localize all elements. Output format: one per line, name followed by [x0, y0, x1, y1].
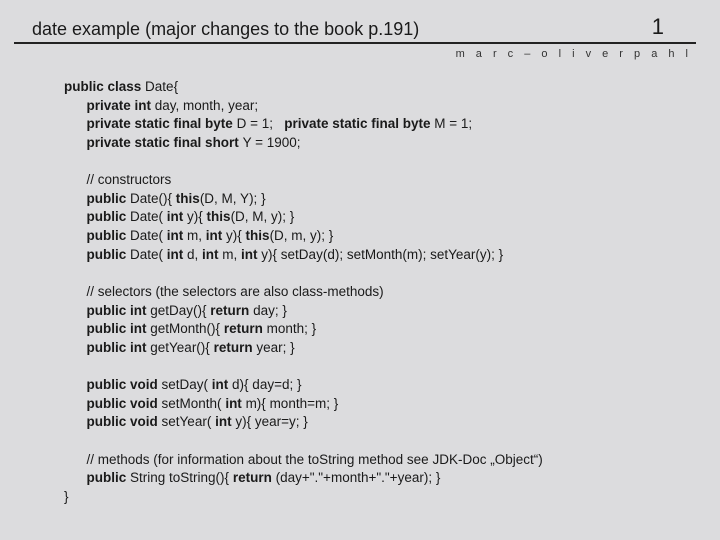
code-line: public Date(){ this(D, M, Y); } — [64, 190, 700, 209]
code-line: // selectors (the selectors are also cla… — [64, 283, 700, 302]
slide-title: date example (major changes to the book … — [32, 19, 419, 42]
code-block: public class Date{ private int day, mont… — [0, 60, 720, 506]
code-line — [64, 357, 700, 376]
slide-header: date example (major changes to the book … — [14, 0, 696, 44]
code-line — [64, 264, 700, 283]
code-line: } — [64, 488, 700, 507]
code-line: // methods (for information about the to… — [64, 451, 700, 470]
code-line: public void setYear( int y){ year=y; } — [64, 413, 700, 432]
author-name: m a r c – o l i v e r p a h l — [0, 44, 720, 60]
page-number: 1 — [652, 14, 668, 42]
code-line: public int getDay(){ return day; } — [64, 302, 700, 321]
code-line: private int day, month, year; — [64, 97, 700, 116]
code-line: public Date( int d, int m, int y){ setDa… — [64, 246, 700, 265]
code-line: public class Date{ — [64, 78, 700, 97]
code-line: public int getYear(){ return year; } — [64, 339, 700, 358]
code-line: private static final byte D = 1; private… — [64, 115, 700, 134]
code-line: public Date( int m, int y){ this(D, m, y… — [64, 227, 700, 246]
code-line — [64, 153, 700, 172]
code-line: public void setDay( int d){ day=d; } — [64, 376, 700, 395]
code-line: public void setMonth( int m){ month=m; } — [64, 395, 700, 414]
code-line: public int getMonth(){ return month; } — [64, 320, 700, 339]
code-line — [64, 432, 700, 451]
code-line: private static final short Y = 1900; — [64, 134, 700, 153]
code-line: public Date( int y){ this(D, M, y); } — [64, 208, 700, 227]
code-line: public String toString(){ return (day+".… — [64, 469, 700, 488]
code-line: // constructors — [64, 171, 700, 190]
